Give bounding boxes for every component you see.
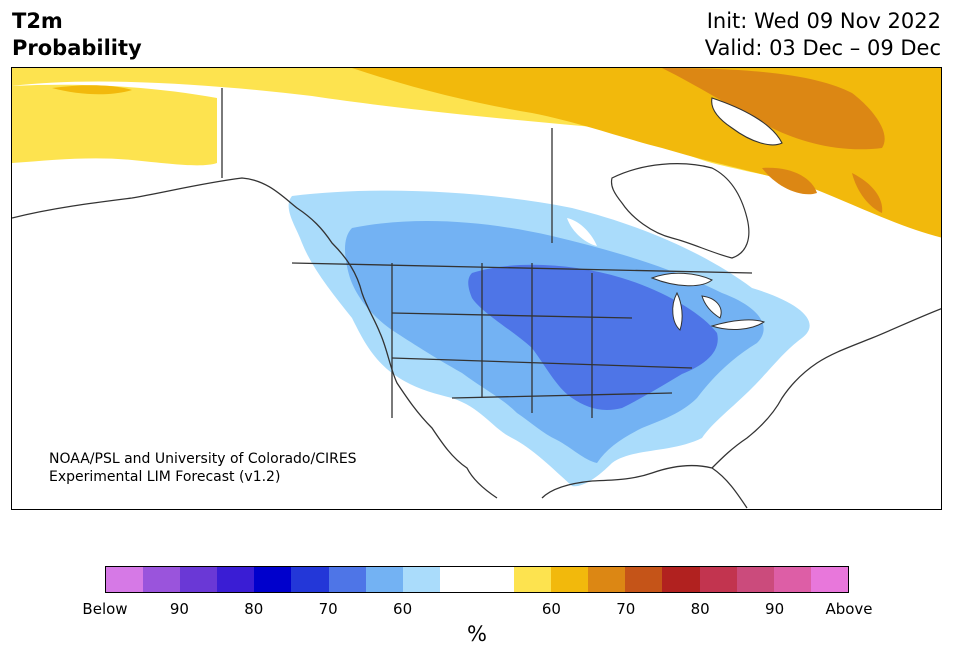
colorbar-segment bbox=[662, 567, 700, 592]
above-60-shading-south bbox=[12, 84, 217, 166]
above-80-shading-east bbox=[762, 167, 817, 195]
valid-date: Valid: 03 Dec – 09 Dec bbox=[704, 36, 941, 60]
colorbar-segment bbox=[625, 567, 663, 592]
colorbar-tick-label: 80 bbox=[690, 600, 710, 618]
colorbar-segment bbox=[402, 567, 440, 592]
title-line-2: Probability bbox=[12, 36, 142, 60]
colorbar-segment bbox=[551, 567, 589, 592]
probability-map bbox=[12, 68, 941, 509]
map-title: T2m Probability bbox=[12, 8, 142, 62]
colorbar-tick-label: 70 bbox=[318, 600, 338, 618]
credit-line-1: NOAA/PSL and University of Colorado/CIRE… bbox=[49, 451, 357, 467]
colorbar-tick-label: Above bbox=[825, 600, 873, 618]
colorbar-segment bbox=[291, 567, 329, 592]
colorbar-segment bbox=[736, 567, 774, 592]
colorbar bbox=[105, 566, 849, 593]
init-date: Init: Wed 09 Nov 2022 bbox=[706, 9, 941, 33]
colorbar-tick-label: 60 bbox=[393, 600, 413, 618]
colorbar-segment bbox=[106, 567, 144, 592]
lake-winnipeg bbox=[567, 218, 597, 246]
title-line-1: T2m bbox=[12, 9, 63, 33]
colorbar-tick-label: 90 bbox=[765, 600, 785, 618]
colorbar-tick-label: 70 bbox=[616, 600, 636, 618]
above-80-shading bbox=[662, 68, 885, 150]
credit-text: NOAA/PSL and University of Colorado/CIRE… bbox=[49, 450, 357, 486]
colorbar-segment bbox=[439, 567, 477, 592]
colorbar-segment bbox=[254, 567, 292, 592]
colorbar-tick-label: 90 bbox=[169, 600, 189, 618]
colorbar-segment bbox=[328, 567, 366, 592]
forecast-dates: Init: Wed 09 Nov 2022 Valid: 03 Dec – 09… bbox=[705, 8, 941, 62]
hudson-bay bbox=[610, 163, 750, 259]
colorbar-segment bbox=[699, 567, 737, 592]
colorbar-tick-label: 80 bbox=[244, 600, 264, 618]
colorbar-unit: % bbox=[467, 622, 487, 646]
great-lakes bbox=[650, 272, 766, 331]
colorbar-segment bbox=[773, 567, 811, 592]
colorbar-segment bbox=[180, 567, 218, 592]
colorbar-segment bbox=[476, 567, 515, 592]
snow-area bbox=[352, 116, 412, 128]
colorbar-segment bbox=[588, 567, 626, 592]
above-70-shading-west bbox=[52, 85, 132, 95]
colorbar-segment bbox=[514, 567, 552, 592]
hudson-bay-outline bbox=[711, 97, 783, 146]
colorbar-segment bbox=[365, 567, 403, 592]
coastlines bbox=[12, 88, 941, 509]
credit-line-2: Experimental LIM Forecast (v1.2) bbox=[49, 469, 281, 485]
colorbar-segment bbox=[217, 567, 255, 592]
colorbar-tick-label: Below bbox=[82, 600, 128, 618]
above-80-shading-labrador bbox=[852, 173, 883, 213]
colorbar-segment bbox=[143, 567, 181, 592]
colorbar-tick-label: 60 bbox=[541, 600, 561, 618]
below-80-shading bbox=[468, 264, 718, 410]
colorbar-segment bbox=[810, 567, 848, 592]
map-panel: NOAA/PSL and University of Colorado/CIRE… bbox=[11, 67, 942, 510]
